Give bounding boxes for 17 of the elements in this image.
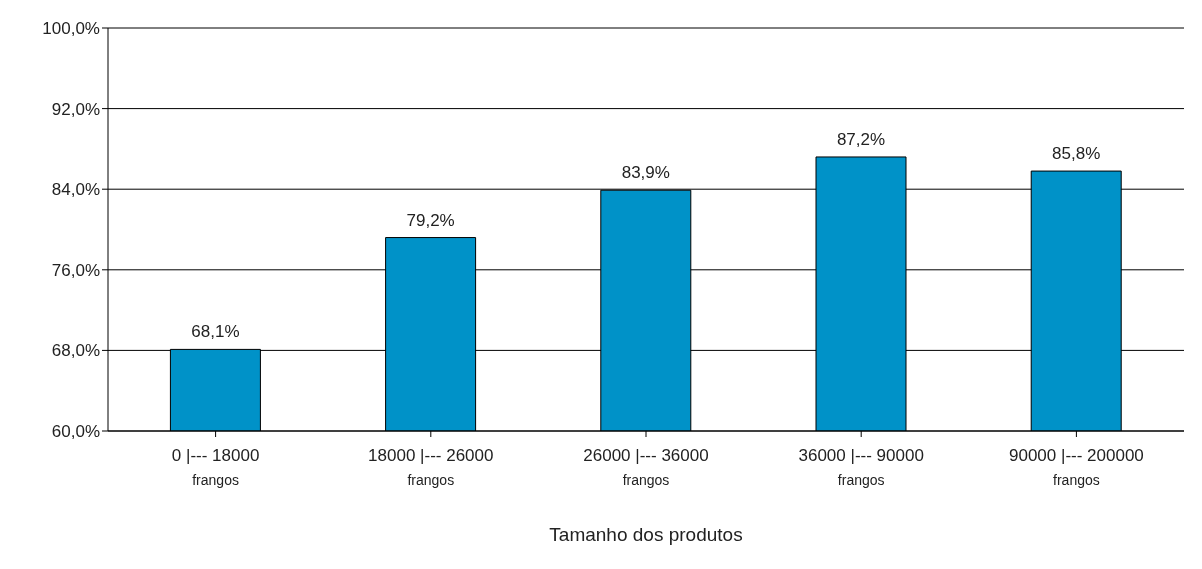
x-tick-label: 36000 |--- 90000 frangos <box>798 446 924 488</box>
x-tick-label: 0 |--- 18000 frangos <box>171 446 260 488</box>
y-tick-label: 100,0% <box>42 19 100 39</box>
y-tick-label: 92,0% <box>51 99 100 119</box>
x-tick-label: 26000 |--- 36000 frangos <box>583 446 709 488</box>
data-label: 85,8% <box>1052 144 1101 164</box>
y-tick-label: 60,0% <box>51 422 100 442</box>
y-tick-label: 68,0% <box>51 341 100 361</box>
data-label: 68,1% <box>191 322 240 342</box>
y-tick-label: 84,0% <box>51 180 100 200</box>
data-label: 79,2% <box>406 210 455 230</box>
x-axis-title: Tamanho dos produtos <box>549 524 743 545</box>
y-tick-label: 76,0% <box>51 260 100 280</box>
data-label: 87,2% <box>836 129 886 149</box>
x-tick-label: 90000 |--- 200000 frangos <box>1008 446 1144 488</box>
x-tick-label: 18000 |--- 26000 frangos <box>368 446 494 488</box>
data-label: 83,9% <box>621 163 670 183</box>
